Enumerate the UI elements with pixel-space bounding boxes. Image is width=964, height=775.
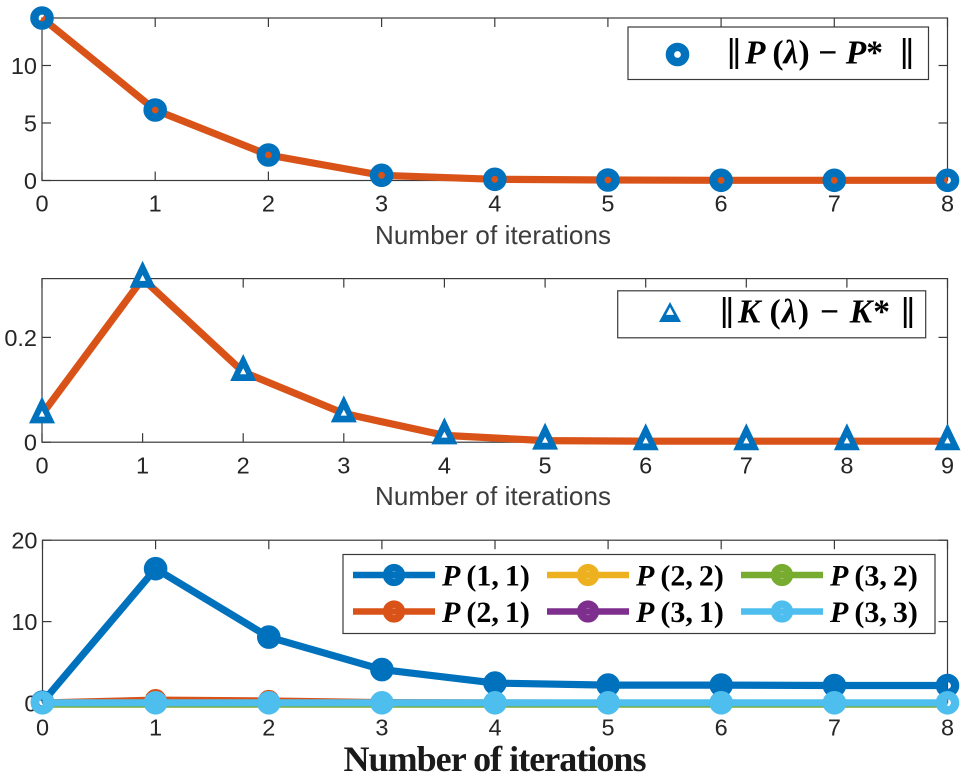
svg-text:3: 3 [375, 191, 388, 217]
svg-text:0: 0 [36, 715, 49, 741]
svg-text:0.2: 0.2 [4, 325, 37, 351]
svg-text:2: 2 [237, 453, 250, 479]
svg-text:8: 8 [941, 191, 954, 217]
svg-text:1: 1 [136, 453, 149, 479]
svg-text:7: 7 [828, 715, 841, 741]
svg-text:Number of iterations: Number of iterations [375, 220, 611, 250]
svg-text:Number of iterations: Number of iterations [344, 739, 647, 775]
svg-text:2: 2 [262, 715, 275, 741]
svg-text:3: 3 [337, 453, 350, 479]
svg-text:P (2, 2): P (2, 2) [635, 559, 724, 592]
svg-text:9: 9 [941, 453, 954, 479]
svg-text:3: 3 [375, 715, 388, 741]
svg-text:7: 7 [740, 453, 753, 479]
svg-text:5: 5 [539, 453, 552, 479]
svg-text:0: 0 [35, 191, 48, 217]
svg-text:5: 5 [24, 111, 37, 137]
svg-text:K (λ) − K*: K (λ) − K* [737, 293, 890, 330]
svg-text:0: 0 [35, 453, 48, 479]
svg-text:5: 5 [602, 715, 615, 741]
svg-text:1: 1 [149, 191, 162, 217]
svg-text:P (2, 1): P (2, 1) [441, 596, 530, 629]
svg-text:6: 6 [639, 453, 652, 479]
svg-text:1: 1 [149, 715, 162, 741]
svg-text:4: 4 [488, 715, 501, 741]
svg-text:0: 0 [24, 430, 37, 456]
svg-text:P (λ) − P*: P (λ) − P* [744, 34, 883, 71]
svg-text:6: 6 [715, 191, 728, 217]
svg-text:Number of iterations: Number of iterations [375, 481, 611, 511]
svg-text:5: 5 [601, 191, 614, 217]
svg-text:0: 0 [24, 168, 37, 194]
svg-text:4: 4 [438, 453, 451, 479]
svg-text:8: 8 [840, 453, 853, 479]
svg-text:7: 7 [828, 191, 841, 217]
svg-text:2: 2 [262, 191, 275, 217]
svg-text:10: 10 [11, 53, 37, 79]
svg-text:20: 20 [11, 528, 37, 554]
svg-text:P (3, 3): P (3, 3) [829, 596, 918, 629]
svg-text:P (3, 1): P (3, 1) [635, 596, 724, 629]
svg-text:4: 4 [488, 191, 501, 217]
svg-text:8: 8 [941, 715, 954, 741]
svg-text:P (1, 1): P (1, 1) [441, 559, 530, 592]
svg-text:10: 10 [11, 609, 37, 635]
svg-text:6: 6 [715, 715, 728, 741]
svg-text:P (3, 2): P (3, 2) [829, 559, 918, 592]
